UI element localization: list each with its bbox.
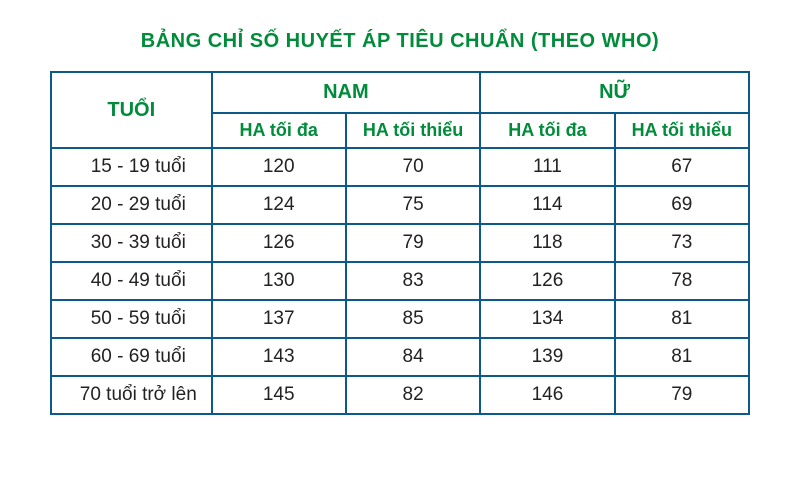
male-min-cell: 82 bbox=[346, 376, 480, 414]
header-male-max: HA tối đa bbox=[212, 113, 346, 148]
female-max-cell: 111 bbox=[480, 148, 614, 186]
table-row: 60 - 69 tuổi1438413981 bbox=[51, 338, 749, 376]
male-min-cell: 83 bbox=[346, 262, 480, 300]
female-max-cell: 126 bbox=[480, 262, 614, 300]
male-min-cell: 70 bbox=[346, 148, 480, 186]
age-cell: 15 - 19 tuổi bbox=[51, 148, 212, 186]
male-max-cell: 137 bbox=[212, 300, 346, 338]
female-min-cell: 69 bbox=[615, 186, 749, 224]
header-male-min: HA tối thiểu bbox=[346, 113, 480, 148]
male-max-cell: 143 bbox=[212, 338, 346, 376]
female-max-cell: 118 bbox=[480, 224, 614, 262]
table-body: 15 - 19 tuổi120701116720 - 29 tuổi124751… bbox=[51, 148, 749, 414]
age-cell: 70 tuổi trở lên bbox=[51, 376, 212, 414]
female-min-cell: 81 bbox=[615, 338, 749, 376]
table-row: 20 - 29 tuổi1247511469 bbox=[51, 186, 749, 224]
age-cell: 50 - 59 tuổi bbox=[51, 300, 212, 338]
male-max-cell: 120 bbox=[212, 148, 346, 186]
female-max-cell: 139 bbox=[480, 338, 614, 376]
table-head: TUỔI NAM NỮ HA tối đa HA tối thiểu HA tố… bbox=[51, 72, 749, 148]
female-min-cell: 81 bbox=[615, 300, 749, 338]
header-age: TUỔI bbox=[51, 72, 212, 148]
header-male: NAM bbox=[212, 72, 481, 113]
table-row: 15 - 19 tuổi1207011167 bbox=[51, 148, 749, 186]
female-max-cell: 114 bbox=[480, 186, 614, 224]
male-min-cell: 84 bbox=[346, 338, 480, 376]
male-max-cell: 130 bbox=[212, 262, 346, 300]
male-min-cell: 75 bbox=[346, 186, 480, 224]
female-min-cell: 78 bbox=[615, 262, 749, 300]
female-min-cell: 73 bbox=[615, 224, 749, 262]
male-min-cell: 79 bbox=[346, 224, 480, 262]
bp-table: TUỔI NAM NỮ HA tối đa HA tối thiểu HA tố… bbox=[50, 71, 750, 415]
table-row: 50 - 59 tuổi1378513481 bbox=[51, 300, 749, 338]
age-cell: 20 - 29 tuổi bbox=[51, 186, 212, 224]
male-max-cell: 124 bbox=[212, 186, 346, 224]
page-title: BẢNG CHỈ SỐ HUYẾT ÁP TIÊU CHUẨN (THEO WH… bbox=[50, 30, 750, 53]
table-row: 30 - 39 tuổi1267911873 bbox=[51, 224, 749, 262]
male-min-cell: 85 bbox=[346, 300, 480, 338]
female-max-cell: 134 bbox=[480, 300, 614, 338]
header-female: NỮ bbox=[480, 72, 749, 113]
table-row: 40 - 49 tuổi1308312678 bbox=[51, 262, 749, 300]
table-row: 70 tuổi trở lên1458214679 bbox=[51, 376, 749, 414]
age-cell: 30 - 39 tuổi bbox=[51, 224, 212, 262]
female-min-cell: 67 bbox=[615, 148, 749, 186]
age-cell: 60 - 69 tuổi bbox=[51, 338, 212, 376]
female-max-cell: 146 bbox=[480, 376, 614, 414]
age-cell: 40 - 49 tuổi bbox=[51, 262, 212, 300]
male-max-cell: 126 bbox=[212, 224, 346, 262]
header-female-max: HA tối đa bbox=[480, 113, 614, 148]
male-max-cell: 145 bbox=[212, 376, 346, 414]
header-female-min: HA tối thiểu bbox=[615, 113, 749, 148]
female-min-cell: 79 bbox=[615, 376, 749, 414]
